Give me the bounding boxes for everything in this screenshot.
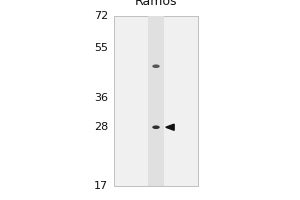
Text: 36: 36 <box>94 93 108 103</box>
FancyBboxPatch shape <box>148 16 164 186</box>
Ellipse shape <box>152 64 160 68</box>
Text: 17: 17 <box>94 181 108 191</box>
Text: 28: 28 <box>94 122 108 132</box>
Polygon shape <box>166 124 174 130</box>
Text: 72: 72 <box>94 11 108 21</box>
Ellipse shape <box>152 125 160 129</box>
Text: 55: 55 <box>94 43 108 53</box>
Text: Ramos: Ramos <box>135 0 177 8</box>
FancyBboxPatch shape <box>114 16 198 186</box>
